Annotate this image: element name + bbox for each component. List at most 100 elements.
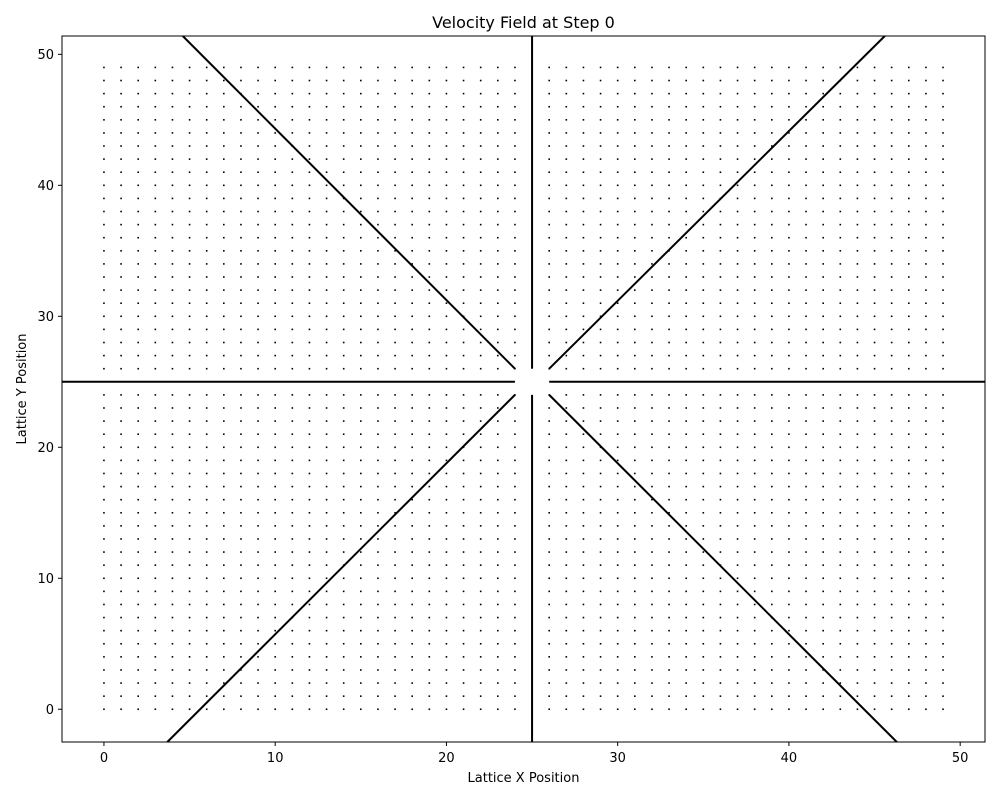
lattice-point	[771, 132, 773, 134]
lattice-point	[719, 210, 722, 213]
lattice-point	[736, 538, 739, 540]
lattice-point	[668, 210, 670, 213]
lattice-point	[685, 276, 687, 278]
lattice-point	[171, 629, 174, 632]
lattice-point	[890, 210, 893, 213]
lattice-point	[599, 669, 602, 671]
lattice-point	[771, 407, 773, 409]
lattice-point	[188, 354, 191, 357]
lattice-point	[360, 511, 362, 514]
lattice-point	[342, 66, 345, 69]
lattice-point	[548, 616, 550, 619]
lattice-point	[925, 289, 927, 291]
lattice-point	[788, 407, 790, 409]
lattice-point	[137, 171, 139, 174]
lattice-point	[771, 158, 773, 160]
lattice-point	[308, 538, 311, 540]
lattice-point	[839, 328, 842, 331]
lattice-point	[411, 302, 413, 305]
lattice-point	[771, 459, 773, 462]
lattice-point	[873, 171, 876, 174]
lattice-point	[805, 341, 807, 344]
lattice-point	[805, 642, 807, 645]
lattice-point	[753, 420, 756, 422]
lattice-point	[411, 132, 413, 134]
lattice-point	[582, 92, 585, 95]
lattice-point	[428, 354, 431, 357]
field-line-7	[166, 394, 516, 743]
lattice-point	[154, 394, 157, 396]
lattice-point	[120, 459, 122, 462]
lattice-point	[805, 433, 807, 435]
lattice-point	[120, 315, 122, 318]
lattice-point	[908, 485, 910, 488]
lattice-point	[582, 394, 585, 396]
lattice-point	[342, 223, 345, 226]
lattice-point	[445, 367, 448, 370]
lattice-point	[462, 590, 465, 593]
lattice-point	[411, 551, 413, 553]
lattice-point	[582, 708, 585, 711]
lattice-point	[651, 682, 653, 684]
lattice-point	[753, 472, 756, 475]
lattice-point	[651, 328, 653, 331]
lattice-point	[634, 446, 636, 449]
lattice-point	[651, 616, 653, 619]
lattice-point	[171, 420, 174, 422]
lattice-point	[788, 92, 790, 95]
lattice-point	[873, 629, 876, 632]
lattice-point	[548, 590, 550, 593]
lattice-point	[771, 511, 773, 514]
lattice-point	[308, 577, 311, 580]
lattice-point	[188, 446, 191, 449]
lattice-point	[325, 184, 328, 187]
lattice-point	[171, 328, 174, 331]
lattice-point	[582, 315, 585, 318]
lattice-point	[308, 656, 311, 658]
lattice-point	[582, 289, 585, 291]
lattice-point	[257, 92, 259, 95]
lattice-point	[188, 145, 191, 147]
lattice-point	[497, 564, 499, 566]
lattice-point	[599, 315, 602, 318]
lattice-point	[565, 341, 568, 344]
lattice-point	[668, 341, 670, 344]
lattice-point	[188, 538, 191, 540]
lattice-point	[753, 590, 756, 593]
lattice-point	[120, 695, 122, 697]
lattice-point	[634, 577, 636, 580]
lattice-point	[753, 92, 756, 95]
lattice-point	[120, 394, 122, 396]
lattice-point	[908, 446, 910, 449]
lattice-point	[599, 642, 602, 645]
lattice-point	[771, 236, 773, 239]
lattice-point	[479, 105, 482, 108]
lattice-point	[308, 210, 311, 213]
lattice-point	[411, 394, 413, 396]
lattice-point	[257, 695, 259, 697]
lattice-point	[240, 223, 242, 226]
y-tick-label: 50	[37, 48, 54, 63]
lattice-point	[291, 695, 294, 697]
lattice-point	[240, 263, 242, 265]
lattice-point	[771, 538, 773, 540]
lattice-point	[394, 394, 396, 396]
lattice-point	[856, 341, 859, 344]
lattice-point	[240, 236, 242, 239]
lattice-point	[411, 328, 413, 331]
lattice-point	[257, 66, 259, 69]
lattice-point	[360, 656, 362, 658]
lattice-point	[103, 629, 105, 632]
lattice-point	[274, 92, 276, 95]
lattice-point	[908, 302, 910, 305]
lattice-point	[651, 577, 653, 580]
lattice-point	[651, 629, 653, 632]
lattice-point	[548, 263, 550, 265]
field-line-5	[182, 35, 516, 370]
lattice-point	[445, 656, 448, 658]
lattice-point	[890, 79, 893, 82]
lattice-point	[257, 367, 259, 370]
lattice-point	[445, 119, 448, 121]
lattice-point	[873, 276, 876, 278]
lattice-point	[120, 603, 122, 606]
